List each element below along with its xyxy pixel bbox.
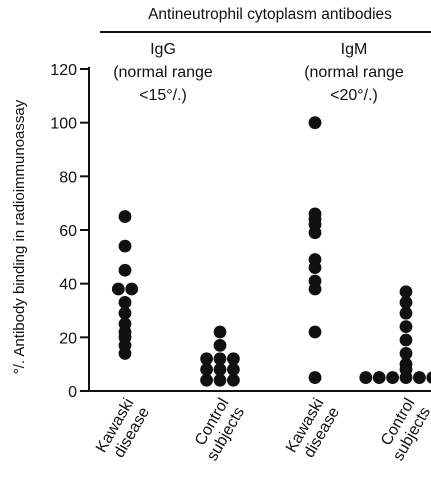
data-point — [399, 320, 413, 333]
data-point — [213, 325, 227, 339]
data-point — [399, 333, 413, 347]
data-point — [227, 373, 240, 387]
data-point — [399, 285, 413, 299]
data-point — [200, 363, 214, 376]
y-tick-label: 0 — [68, 384, 77, 401]
panel-range-igg-line2: <15°/.) — [139, 87, 187, 104]
data-point — [308, 226, 322, 240]
data-point — [399, 306, 413, 320]
data-point — [413, 371, 426, 384]
y-tick-label: 80 — [59, 169, 77, 186]
panel-range-igm-line1: (normal range — [304, 64, 404, 81]
category-label: Controlsubjects — [188, 396, 248, 464]
data-point — [118, 306, 132, 320]
category-label: Kawaskidisease — [283, 395, 343, 464]
y-tick-label: 120 — [50, 62, 77, 79]
data-point — [399, 296, 413, 309]
y-tick-label: 40 — [59, 277, 77, 294]
chart-title: Antineutrophil cytoplasm antibodies — [148, 6, 392, 23]
data-point — [200, 373, 214, 387]
panel-range-igg-line1: (normal range — [113, 64, 213, 81]
data-point — [426, 371, 431, 384]
panel-label-igg: IgG — [150, 41, 176, 58]
category-label: Kawaskidisease — [93, 395, 153, 464]
y-tick-label: 60 — [59, 223, 77, 240]
panel-range-igm-line2: <20°/.) — [330, 87, 378, 104]
data-point — [227, 363, 240, 376]
data-point — [308, 116, 322, 130]
y-tick-label: 20 — [59, 330, 77, 347]
data-point — [118, 210, 132, 223]
data-point — [359, 371, 373, 384]
data-point — [213, 373, 227, 387]
data-point — [308, 371, 322, 384]
y-tick-label: 100 — [50, 116, 77, 133]
data-point — [308, 282, 322, 296]
panel-label-igm: IgM — [341, 41, 368, 58]
data-point — [118, 347, 132, 360]
category-label: Controlsubjects — [374, 396, 431, 464]
data-point — [111, 282, 125, 296]
data-point — [372, 371, 386, 384]
data-point — [125, 282, 139, 296]
data-point — [213, 363, 227, 376]
data-point — [213, 338, 227, 352]
data-point — [118, 296, 132, 309]
data-point — [386, 371, 399, 384]
y-axis-label: °/. Antibody binding in radioimmunoassay — [11, 99, 28, 374]
data-point — [399, 347, 413, 360]
data-point — [399, 371, 413, 384]
data-point — [227, 352, 240, 366]
data-point — [118, 239, 132, 253]
data-point — [118, 263, 132, 277]
data-point — [308, 261, 322, 274]
data-point — [213, 352, 227, 366]
data-point — [308, 325, 322, 339]
data-point — [200, 352, 214, 366]
